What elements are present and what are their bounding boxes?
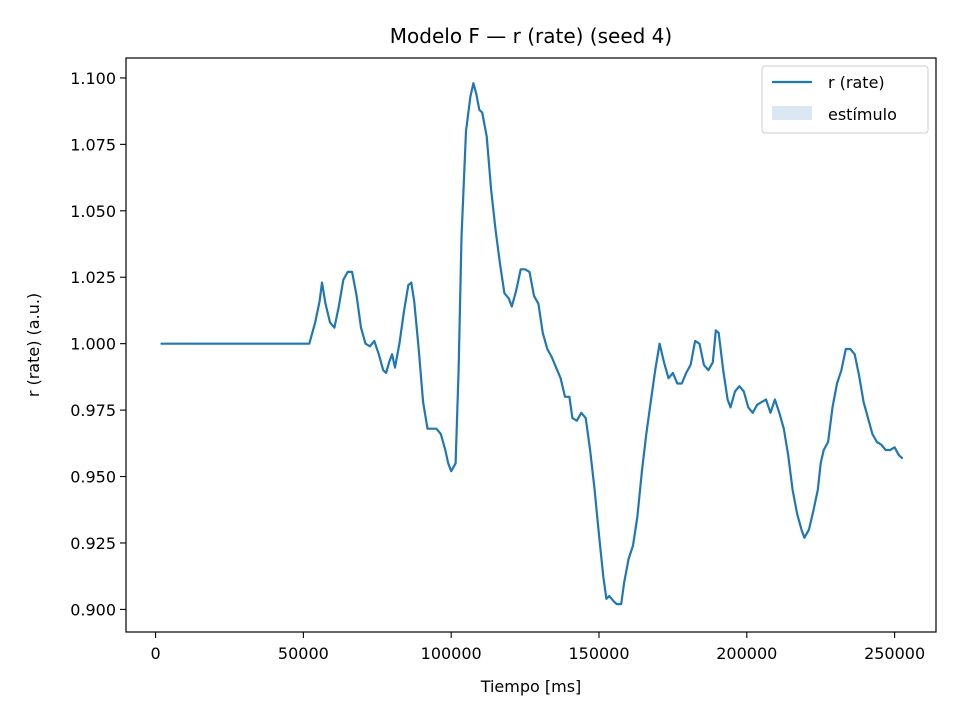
x-axis: 0 50000 100000 150000 200000 250000 [150, 632, 925, 663]
x-axis-label: Tiempo [ms] [480, 677, 582, 696]
x-tick-label: 100000 [421, 644, 482, 663]
x-tick-label: 150000 [568, 644, 629, 663]
y-tick-label: 1.000 [70, 335, 116, 354]
x-tick-label: 200000 [716, 644, 777, 663]
legend-label-stimulus: estímulo [828, 105, 897, 124]
x-tick-label: 0 [150, 644, 160, 663]
legend-patch-swatch [772, 106, 812, 120]
y-tick-label: 1.050 [70, 202, 116, 221]
y-tick-label: 0.900 [70, 600, 116, 619]
y-tick-label: 0.925 [70, 534, 116, 553]
y-tick-label: 1.025 [70, 268, 116, 287]
y-tick-label: 0.950 [70, 468, 116, 487]
y-tick-label: 0.975 [70, 401, 116, 420]
legend-label-rate: r (rate) [828, 73, 885, 92]
y-tick-label: 1.075 [70, 135, 116, 154]
y-axis-label: r (rate) (a.u.) [24, 293, 43, 397]
legend: r (rate) estímulo [761, 65, 929, 134]
x-tick-label: 250000 [864, 644, 925, 663]
chart-title: Modelo F — r (rate) (seed 4) [390, 24, 672, 48]
y-tick-label: 1.100 [70, 69, 116, 88]
plot-frame [125, 57, 937, 633]
series-line-rate [160, 82, 904, 606]
y-axis: 0.900 0.925 0.950 0.975 1.000 1.025 1.050 1.075… [70, 69, 126, 619]
x-tick-label: 50000 [278, 644, 329, 663]
series-layer [160, 82, 904, 606]
